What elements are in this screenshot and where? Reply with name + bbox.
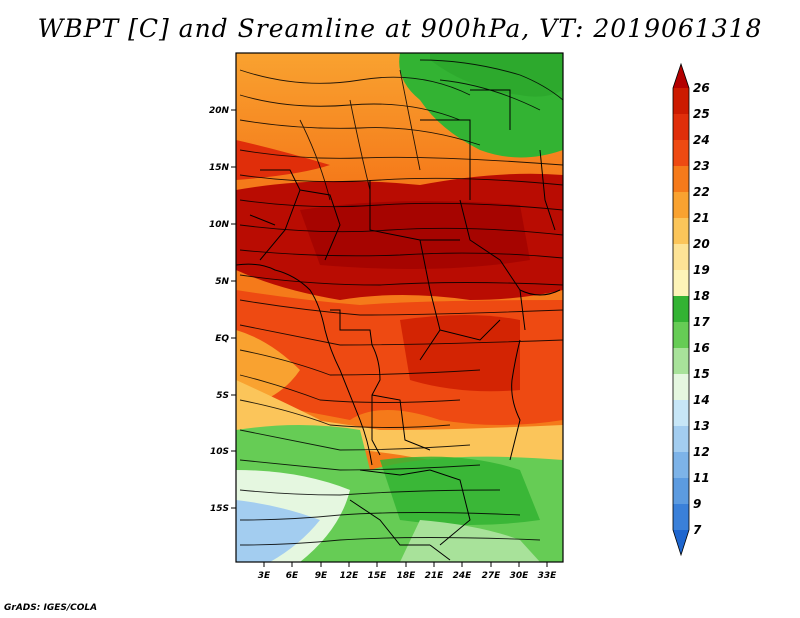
lon-label: 24E [453,571,473,581]
lon-label: 15E [368,571,388,581]
lon-label: 33E [538,571,558,581]
colorbar-label: 22 [693,185,710,199]
lon-label: 12E [340,571,360,581]
colorbar-bin [673,88,689,114]
lon-label: 21E [425,571,445,581]
wbpt-field [236,53,563,562]
colorbar-label: 11 [693,471,710,485]
colorbar-bin [673,270,689,296]
colorbar-label: 26 [693,81,710,95]
colorbar-bin [673,504,689,530]
colorbar-bin [673,166,689,192]
colorbar-label: 17 [693,315,710,329]
colorbar-label: 24 [693,133,710,147]
lon-label: 6E [286,571,299,581]
lon-label: 27E [482,571,502,581]
colorbar-label: 18 [693,289,710,303]
colorbar-label: 7 [693,523,702,537]
streamlines [239,59,563,546]
colorbar-bin [673,478,689,504]
colorbar-bin [673,452,689,478]
longitude-axis: 3E 6E 9E 12E 15E 18E 21E 24E 27E 30E 33E [258,562,557,581]
colorbar-label: 19 [693,263,710,277]
lat-label: 20N [209,106,230,116]
colorbar-bin [673,244,689,270]
colorbar-label: 25 [693,107,710,121]
colorbar-bin [673,114,689,140]
colorbar: 26 25 24 23 22 21 20 19 18 17 16 15 14 1… [672,62,710,557]
lat-label: 10N [209,220,230,230]
map-frame [235,52,564,563]
lon-label: 9E [315,571,328,581]
colorbar-bin [673,296,689,322]
country-borders [236,89,561,561]
colorbar-label: 16 [693,341,710,355]
colorbar-label: 14 [693,393,710,407]
colorbar-bin [673,140,689,166]
colorbar-label: 23 [693,159,710,173]
colorbar-label: 13 [693,419,710,433]
colorbar-label: 12 [693,445,710,459]
colorbar-bin [673,400,689,426]
lon-label: 18E [397,571,417,581]
lat-label: 5S [216,391,229,401]
lat-label: 15S [210,504,229,514]
map-title: WBPT [C] and Sreamline at 900hPa, VT: 20… [37,14,763,43]
colorbar-bin [673,426,689,452]
colorbar-label: 15 [693,367,710,381]
colorbar-bin [673,218,689,244]
colorbar-bin [673,348,689,374]
lat-label: EQ [215,334,229,344]
colorbar-label: 21 [693,211,710,225]
lat-label: 5N [215,277,229,287]
credit-footer: GrADS: IGES/COLA [4,603,98,613]
colorbar-bin [673,322,689,348]
colorbar-bottom-arrow [673,530,689,555]
colorbar-bin [673,374,689,400]
colorbar-label: 9 [693,497,701,511]
colorbar-label: 20 [693,237,710,251]
colorbar-bin [673,192,689,218]
colorbar-top-arrow [673,64,689,88]
lon-label: 30E [510,571,530,581]
lat-label: 10S [210,447,229,457]
lon-label: 3E [258,571,271,581]
latitude-axis: 20N 15N 10N 5N EQ 5S 10S 15S [209,106,236,514]
lat-label: 15N [209,163,230,173]
